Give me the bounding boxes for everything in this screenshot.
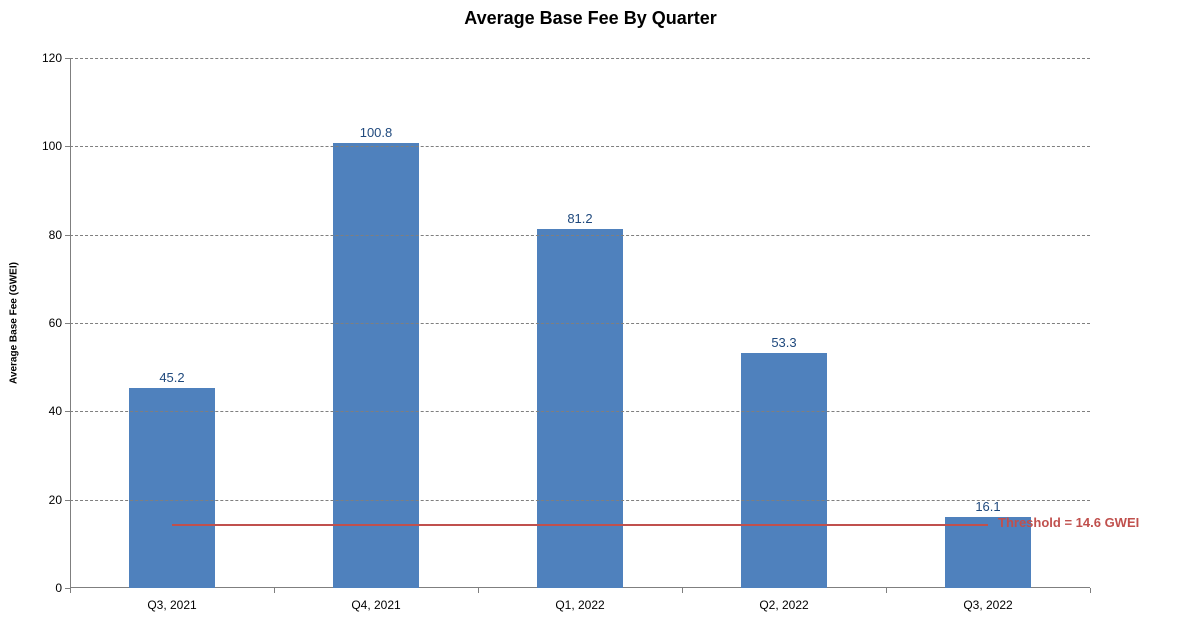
bar-value-label: 100.8 bbox=[360, 125, 393, 140]
xtick-label: Q4, 2021 bbox=[351, 598, 400, 612]
xtick-mark bbox=[478, 588, 479, 593]
gridline bbox=[70, 146, 1090, 147]
xtick-label: Q1, 2022 bbox=[555, 598, 604, 612]
ytick-mark bbox=[65, 58, 70, 59]
chart-container: Average Base Fee By Quarter Average Base… bbox=[0, 0, 1181, 639]
bar: 100.8 bbox=[333, 143, 419, 588]
xtick-mark bbox=[682, 588, 683, 593]
gridline bbox=[70, 411, 1090, 412]
ytick-label: 120 bbox=[42, 51, 62, 65]
ytick-mark bbox=[65, 500, 70, 501]
ytick-label: 40 bbox=[49, 404, 62, 418]
ytick-mark bbox=[65, 323, 70, 324]
ytick-mark bbox=[65, 411, 70, 412]
threshold-label: Threshold = 14.6 GWEI bbox=[998, 515, 1139, 530]
threshold-line bbox=[172, 524, 988, 526]
xtick-mark bbox=[70, 588, 71, 593]
ytick-label: 80 bbox=[49, 228, 62, 242]
y-axis-label: Average Base Fee (GWEI) bbox=[9, 262, 20, 384]
xtick-mark bbox=[274, 588, 275, 593]
xtick-label: Q3, 2022 bbox=[963, 598, 1012, 612]
ytick-label: 20 bbox=[49, 493, 62, 507]
ytick-label: 60 bbox=[49, 316, 62, 330]
gridline bbox=[70, 500, 1090, 501]
gridline bbox=[70, 323, 1090, 324]
xtick-mark bbox=[886, 588, 887, 593]
chart-title: Average Base Fee By Quarter bbox=[0, 8, 1181, 29]
plot-inner: 45.2100.881.253.316.1 020406080100120 Q3… bbox=[70, 58, 1090, 588]
bar: 81.2 bbox=[537, 229, 623, 588]
xtick-label: Q2, 2022 bbox=[759, 598, 808, 612]
xtick-label: Q3, 2021 bbox=[147, 598, 196, 612]
ytick-label: 0 bbox=[55, 581, 62, 595]
bar-value-label: 53.3 bbox=[771, 335, 796, 350]
ytick-label: 100 bbox=[42, 139, 62, 153]
xtick-mark bbox=[1090, 588, 1091, 593]
plot-area: 45.2100.881.253.316.1 020406080100120 Q3… bbox=[70, 58, 1090, 588]
gridline bbox=[70, 235, 1090, 236]
gridline bbox=[70, 58, 1090, 59]
ytick-mark bbox=[65, 146, 70, 147]
bar-value-label: 16.1 bbox=[975, 499, 1000, 514]
bar: 45.2 bbox=[129, 388, 215, 588]
bar-value-label: 45.2 bbox=[159, 370, 184, 385]
bar-value-label: 81.2 bbox=[567, 211, 592, 226]
ytick-mark bbox=[65, 235, 70, 236]
bar: 53.3 bbox=[741, 353, 827, 588]
